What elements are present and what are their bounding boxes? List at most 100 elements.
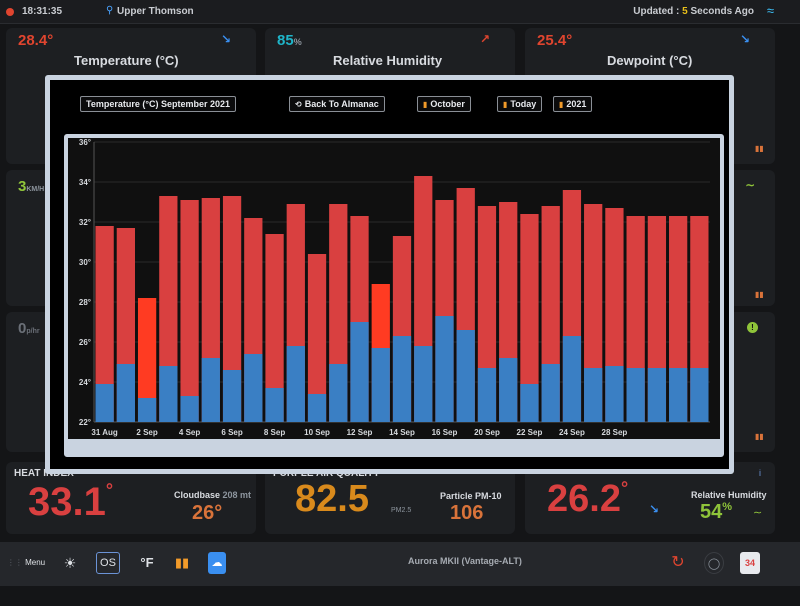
max-temp-bar bbox=[265, 234, 284, 422]
x-tick-label: 14 Sep bbox=[389, 428, 415, 437]
location-name: Upper Thomson bbox=[117, 6, 194, 17]
back-to-almanac-button[interactable]: ⟲ Back To Almanac bbox=[289, 96, 385, 112]
calendar-icon[interactable]: 34 bbox=[740, 552, 760, 574]
bulb-icon[interactable]: ◯ bbox=[704, 552, 724, 574]
cloud-temp-value: 26° bbox=[192, 502, 223, 524]
min-temp-bar bbox=[286, 346, 305, 422]
back-icon: ⟲ bbox=[295, 100, 302, 109]
top-status-bar: 18:31:35 ⚲ Upper Thomson Updated : 5 Sec… bbox=[0, 0, 800, 24]
max-temp-bar bbox=[222, 196, 242, 422]
min-temp-bar bbox=[520, 384, 539, 422]
chart-mini-icon: ▮▮ bbox=[755, 144, 764, 153]
max-temp-bar bbox=[584, 204, 603, 422]
max-temp-bar bbox=[520, 214, 539, 422]
trend-steady-icon: ∼ bbox=[745, 178, 756, 192]
min-temp-bar bbox=[329, 364, 348, 422]
x-tick-label: 16 Sep bbox=[432, 428, 458, 437]
min-temp-bar bbox=[435, 316, 454, 422]
humidity-unit: % bbox=[293, 37, 302, 47]
max-temp-bar bbox=[180, 200, 199, 422]
x-tick-label: 6 Sep bbox=[221, 428, 242, 437]
indoor-temp-value: 26.2° bbox=[547, 478, 629, 520]
dewpoint-title: Dewpoint (°C) bbox=[607, 53, 693, 68]
min-temp-bar bbox=[605, 366, 624, 422]
x-tick-label: 31 Aug bbox=[91, 428, 117, 437]
trend-steady-icon: ∼ bbox=[753, 507, 763, 519]
temperature-title: Temperature (°C) bbox=[74, 53, 179, 68]
x-tick-label: 20 Sep bbox=[474, 428, 500, 437]
bar-chart-icon[interactable]: ▮▮ bbox=[174, 555, 190, 570]
min-temp-bar bbox=[414, 346, 433, 422]
menu-button[interactable]: ⋮⋮ Menu bbox=[6, 558, 46, 567]
year-button[interactable]: ▮ 2021 bbox=[553, 96, 593, 112]
bar-chart-icon: ▮ bbox=[423, 100, 428, 109]
min-temp-bar bbox=[647, 368, 667, 422]
update-seconds: 5 bbox=[682, 6, 688, 17]
cloud-icon[interactable]: ☁ bbox=[208, 552, 226, 574]
chart-mini-icon: ▮▮ bbox=[755, 432, 764, 441]
update-suffix: Seconds Ago bbox=[690, 6, 754, 17]
min-temp-bar bbox=[477, 368, 497, 422]
indoor-rh-label: Relative Humidity bbox=[691, 490, 767, 500]
update-status: Updated : 5 Seconds Ago bbox=[633, 6, 754, 17]
y-tick-label: 36° bbox=[79, 138, 91, 147]
bar-chart-icon: ▮ bbox=[559, 100, 564, 109]
fahrenheit-button[interactable]: °F bbox=[140, 555, 154, 570]
today-button[interactable]: ▮ Today bbox=[497, 96, 543, 112]
october-button[interactable]: ▮ October bbox=[417, 96, 471, 112]
min-temp-bar bbox=[371, 348, 390, 422]
pm25-value: 82.5 bbox=[295, 478, 369, 520]
trend-down-icon: ↘ bbox=[740, 32, 751, 46]
max-temp-bar bbox=[95, 226, 114, 422]
pm25-label: PM2.5 bbox=[391, 507, 412, 514]
chart-scrollbar[interactable] bbox=[68, 439, 720, 453]
status-dot-icon bbox=[6, 8, 14, 16]
station-name: Aurora MKII (Vantage-ALT) bbox=[408, 556, 522, 566]
humidity-value: 85% bbox=[277, 32, 302, 49]
min-temp-bar bbox=[562, 336, 582, 422]
trend-up-icon: ↗ bbox=[480, 32, 491, 46]
min-temp-bar bbox=[244, 354, 263, 422]
bar-chart-icon: ▮ bbox=[503, 100, 508, 109]
clock-time: 18:31:35 bbox=[22, 6, 63, 17]
min-temp-bar bbox=[222, 370, 242, 422]
chart-mini-icon: ▮▮ bbox=[755, 290, 764, 299]
y-tick-label: 22° bbox=[79, 418, 91, 427]
info-icon: ! bbox=[747, 322, 758, 333]
x-tick-label: 10 Sep bbox=[304, 428, 330, 437]
chart-title-label: Temperature (°C) September 2021 bbox=[80, 96, 236, 112]
trend-down-icon: ↘ bbox=[221, 32, 232, 46]
min-temp-bar bbox=[137, 398, 157, 422]
chart-frame: 22° 24° 26° 28° 30° 32° 34° 36° 31 Aug 2 Sep 4 Sep… bbox=[64, 134, 724, 457]
sun-icon[interactable]: ☀ bbox=[63, 555, 77, 571]
heat-index-card[interactable]: HEAT INDEX 33.1° Cloudbase 208 mt 26° bbox=[6, 462, 256, 534]
min-temp-bar bbox=[159, 366, 178, 422]
wind-unit: KM/H bbox=[26, 186, 45, 193]
min-temp-bar bbox=[116, 364, 135, 422]
min-temp-bar bbox=[392, 336, 412, 422]
pm10-label: Particle PM-10 bbox=[440, 491, 502, 501]
x-tick-label: 28 Sep bbox=[602, 428, 628, 437]
refresh-icon[interactable]: ↻ bbox=[671, 554, 685, 571]
x-tick-label: 22 Sep bbox=[517, 428, 543, 437]
min-temp-bar bbox=[350, 322, 369, 422]
min-temp-bar bbox=[541, 364, 560, 422]
heat-index-value: 33.1° bbox=[28, 480, 114, 524]
max-temp-bar bbox=[159, 196, 178, 422]
min-temp-bar bbox=[584, 368, 603, 422]
y-tick-label: 28° bbox=[79, 298, 91, 307]
indoor-card[interactable]: 26.2° ↘ Relative Humidity 54% ∼ i bbox=[525, 462, 775, 534]
y-tick-label: 32° bbox=[79, 218, 91, 227]
location-pin-icon: ⚲ bbox=[106, 5, 114, 16]
info-icon: i bbox=[759, 468, 761, 478]
os-button[interactable]: OS bbox=[96, 552, 120, 574]
x-tick-label: 12 Sep bbox=[347, 428, 373, 437]
wifi-icon: ≈ bbox=[766, 3, 774, 18]
min-temp-bar bbox=[180, 396, 199, 422]
y-tick-label: 30° bbox=[79, 258, 91, 267]
min-temp-bar bbox=[265, 388, 284, 422]
wind-value: 3KM/H bbox=[18, 178, 45, 195]
rain-value: 0p/hr bbox=[18, 320, 40, 337]
almanac-chart-modal: Temperature (°C) September 2021 ⟲ Back To… bbox=[45, 75, 734, 474]
